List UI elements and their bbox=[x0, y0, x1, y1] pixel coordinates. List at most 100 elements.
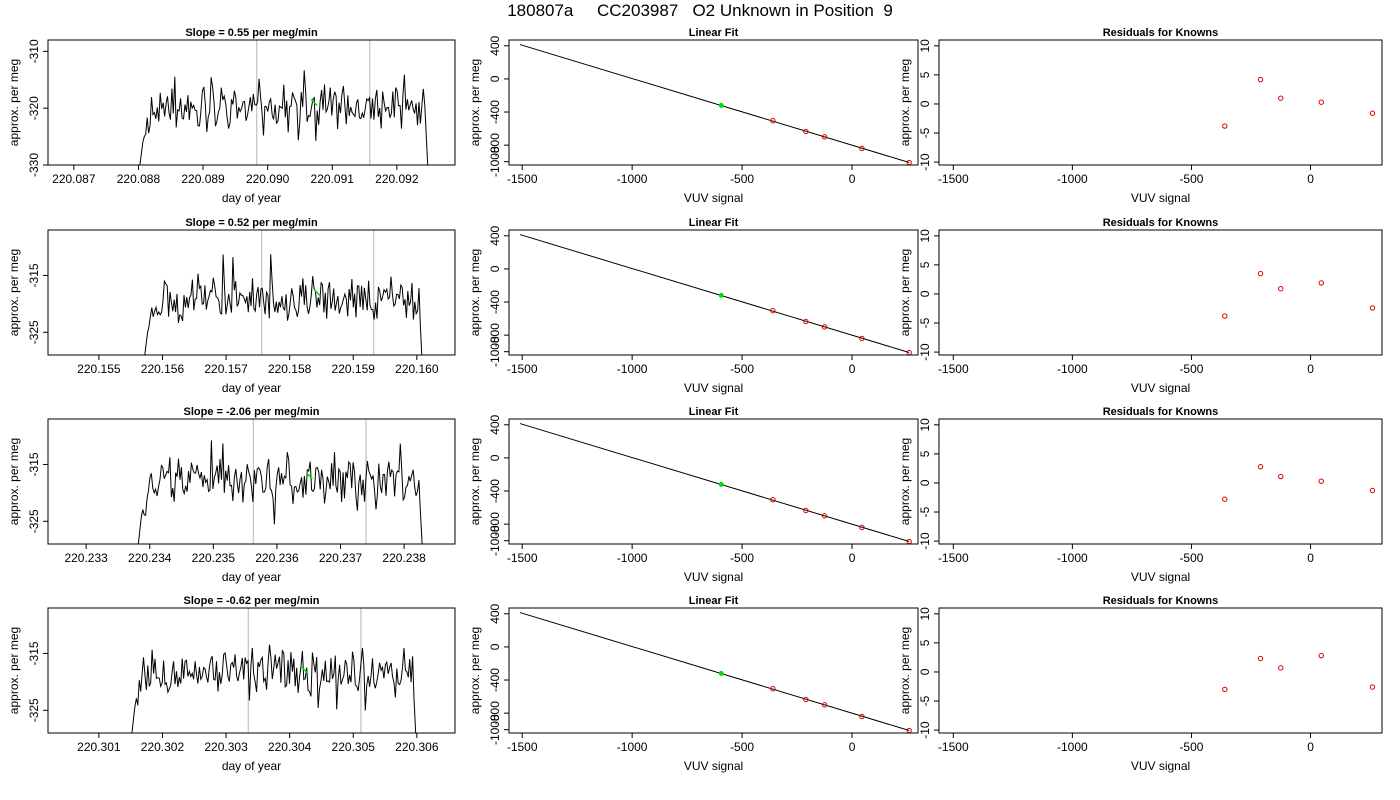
y-tick-label: -315 bbox=[27, 263, 41, 287]
panel-frame bbox=[938, 607, 1383, 734]
y-tick-label: -10 bbox=[918, 153, 932, 171]
y-tick-label: -400 bbox=[488, 668, 502, 692]
residual-point bbox=[1257, 655, 1264, 662]
y-tick-label: -330 bbox=[27, 153, 41, 177]
y-axis-label: approx. per meg bbox=[7, 249, 21, 336]
x-tick-label: 220.159 bbox=[332, 362, 376, 376]
x-axis-label: VUV signal bbox=[1131, 759, 1190, 773]
residual-point bbox=[1318, 652, 1324, 659]
panel-7: Slope = -2.06 per meg/min 220.233 220.234 2… bbox=[7, 406, 456, 584]
panel-title: Residuals for Knowns bbox=[1103, 595, 1219, 607]
y-tick-label: -310 bbox=[27, 39, 41, 63]
known-point bbox=[770, 308, 776, 314]
signal-trace bbox=[139, 70, 429, 165]
x-tick-label: -1500 bbox=[938, 740, 969, 754]
y-tick-label: -1000 bbox=[488, 336, 502, 367]
x-tick-label: 220.087 bbox=[52, 172, 96, 186]
y-tick-label: 0 bbox=[918, 479, 932, 486]
x-tick-label: 220.092 bbox=[375, 172, 419, 186]
unknown-marker bbox=[310, 98, 318, 107]
known-point bbox=[821, 324, 828, 330]
signal-trace bbox=[137, 440, 423, 544]
y-axis-label: approx. per meg bbox=[7, 59, 21, 146]
x-tick-label: -1500 bbox=[938, 172, 969, 186]
x-axis-label: day of year bbox=[222, 570, 281, 584]
plot-area bbox=[519, 44, 912, 165]
panel-title: Residuals for Knowns bbox=[1103, 406, 1219, 418]
y-axis-label: approx. per meg bbox=[898, 59, 912, 146]
y-tick-label: -325 bbox=[27, 320, 41, 344]
y-axis-label: approx. per meg bbox=[898, 438, 912, 525]
signal-trace bbox=[144, 254, 423, 355]
residual-point bbox=[1222, 686, 1228, 693]
y-tick-label: -1000 bbox=[488, 714, 502, 745]
x-tick-label: -1000 bbox=[617, 172, 648, 186]
plot-area bbox=[1222, 463, 1376, 502]
x-tick-label: 220.237 bbox=[319, 551, 363, 565]
x-tick-label: 0 bbox=[849, 362, 856, 376]
signal-trace bbox=[131, 644, 417, 733]
y-tick-label: -800 bbox=[488, 512, 502, 536]
y-tick-label: 10 bbox=[918, 229, 932, 243]
panel-12: Residuals for Knowns -1500 -1000 -500 0 VUV s… bbox=[898, 595, 1383, 773]
panel-title: Slope = -2.06 per meg/min bbox=[183, 406, 319, 418]
y-tick-label: -5 bbox=[918, 317, 932, 328]
x-tick-label: -1000 bbox=[617, 740, 648, 754]
x-tick-label: -1500 bbox=[507, 551, 538, 565]
y-tick-label: -1000 bbox=[488, 525, 502, 556]
y-tick-label: -800 bbox=[488, 701, 502, 725]
x-tick-label: -1500 bbox=[507, 740, 538, 754]
known-point bbox=[803, 696, 809, 703]
panel-title: Residuals for Knowns bbox=[1103, 27, 1219, 39]
panel-4: Slope = 0.52 per meg/min 220.155 220.156 22… bbox=[7, 217, 456, 395]
panel-frame bbox=[508, 229, 919, 356]
x-tick-label: 220.238 bbox=[382, 551, 426, 565]
x-tick-label: 220.306 bbox=[395, 740, 439, 754]
x-axis-label: day of year bbox=[222, 191, 281, 205]
panel-6: Residuals for Knowns -1500 -1000 -500 0 VUV s… bbox=[898, 217, 1383, 395]
panel-frame bbox=[47, 229, 456, 356]
y-tick-label: -10 bbox=[918, 532, 932, 550]
unknown-point bbox=[718, 670, 724, 676]
y-tick-label: 0 bbox=[918, 100, 932, 107]
x-tick-label: 220.158 bbox=[268, 362, 312, 376]
x-tick-label: -1000 bbox=[1057, 740, 1088, 754]
y-tick-label: 400 bbox=[488, 414, 502, 434]
x-tick-label: 0 bbox=[849, 551, 856, 565]
y-axis-label: approx. per meg bbox=[468, 627, 482, 714]
x-tick-label: 220.156 bbox=[141, 362, 185, 376]
x-tick-label: 220.235 bbox=[192, 551, 236, 565]
panel-11: Linear Fit -1500 -1000 -500 0 VUV signal -1000… bbox=[468, 595, 919, 773]
y-axis-label: approx. per meg bbox=[7, 438, 21, 525]
x-axis-label: VUV signal bbox=[684, 570, 743, 584]
y-tick-label: 0 bbox=[488, 75, 502, 82]
panel-3: Residuals for Knowns -1500 -1000 -500 0 VUV s… bbox=[898, 27, 1383, 205]
residual-point bbox=[1257, 270, 1264, 277]
x-axis-label: VUV signal bbox=[684, 381, 743, 395]
x-tick-label: -500 bbox=[730, 551, 754, 565]
x-tick-label: -1000 bbox=[1057, 172, 1088, 186]
unknown-point bbox=[718, 292, 724, 298]
known-point bbox=[821, 702, 828, 708]
residual-point bbox=[1369, 684, 1376, 690]
panel-frame bbox=[938, 39, 1383, 166]
panel-title: Slope = -0.62 per meg/min bbox=[183, 595, 319, 607]
residual-point bbox=[1257, 76, 1264, 83]
panel-frame bbox=[47, 418, 456, 545]
y-tick-label: 10 bbox=[918, 607, 932, 621]
residual-point bbox=[1278, 473, 1284, 480]
y-tick-label: 0 bbox=[488, 643, 502, 650]
residual-point bbox=[1318, 280, 1324, 286]
y-axis-label: approx. per meg bbox=[7, 627, 21, 714]
panel-8: Linear Fit -1500 -1000 -500 0 VUV signal -1000… bbox=[468, 406, 919, 584]
x-tick-label: -1500 bbox=[938, 551, 969, 565]
known-point bbox=[859, 145, 865, 152]
residual-point bbox=[1369, 305, 1376, 311]
x-axis-label: VUV signal bbox=[1131, 381, 1190, 395]
x-tick-label: 220.089 bbox=[181, 172, 225, 186]
x-tick-label: 220.233 bbox=[64, 551, 108, 565]
residual-point bbox=[1257, 463, 1264, 470]
y-tick-label: -1000 bbox=[488, 146, 502, 177]
y-axis-label: approx. per meg bbox=[898, 627, 912, 714]
plot-area bbox=[1222, 270, 1376, 319]
